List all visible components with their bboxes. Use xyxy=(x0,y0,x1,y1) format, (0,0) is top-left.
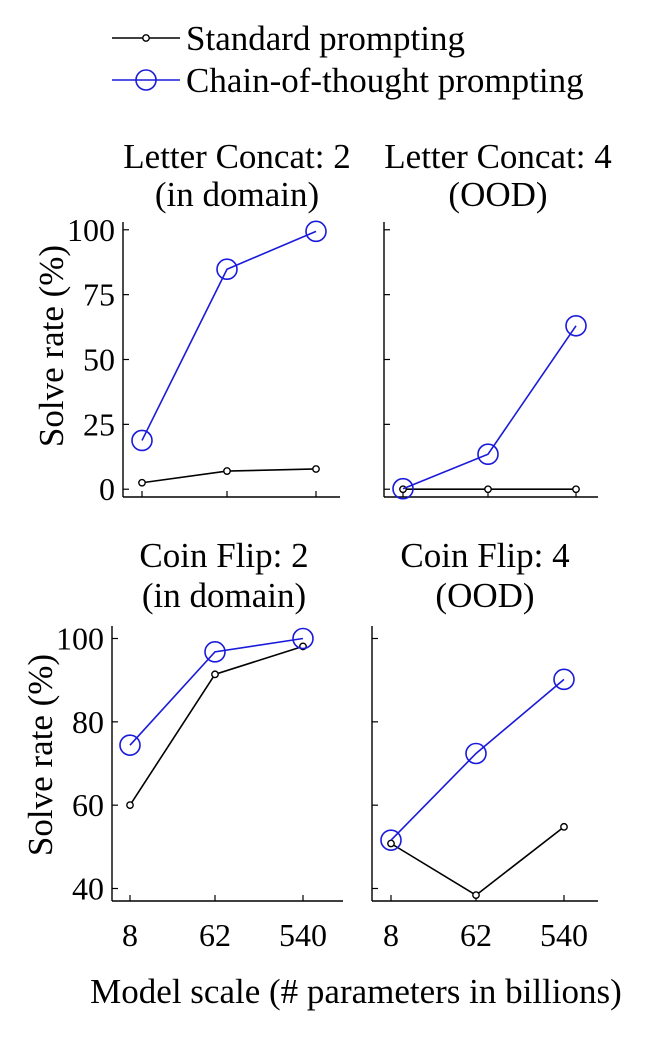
cot-data-point xyxy=(292,627,314,650)
x-axis-title: Model scale (# parameters in billions) xyxy=(90,972,622,1011)
standard-data-point xyxy=(312,465,320,473)
y-tick-label: 40 xyxy=(72,871,104,907)
standard-data-point xyxy=(223,467,231,475)
panel-title-line: (in domain) xyxy=(142,576,306,615)
cot-data-point xyxy=(392,477,414,500)
y-tick-label: 100 xyxy=(56,621,104,657)
panel-title-line: Coin Flip: 2 xyxy=(139,536,308,575)
y-axis-title-top: Solve rate (%) xyxy=(32,245,71,447)
panel-title-line: (OOD) xyxy=(435,576,534,615)
cot-data-point xyxy=(204,641,226,663)
legend-label-standard: Standard prompting xyxy=(186,19,465,58)
cot-series-line xyxy=(390,678,565,841)
standard-data-point xyxy=(138,478,146,487)
legend-entry-standard: Standard prompting xyxy=(112,19,465,58)
chart-panel-4: Coin Flip: 4(OOD) 8 62 540 xyxy=(371,536,598,953)
y-axis-title-bottom: Solve rate (%) xyxy=(21,654,60,856)
x-tick-label: 540 xyxy=(279,917,327,953)
cot-data-point xyxy=(477,443,499,465)
chart-panels: Letter Concat: 2(in domain)0255075100Let… xyxy=(56,137,612,953)
standard-series-line xyxy=(129,645,304,806)
standard-data-point xyxy=(560,822,568,831)
cot-data-point xyxy=(216,258,238,281)
cot-data-point xyxy=(119,734,141,756)
panel-title-line: Coin Flip: 4 xyxy=(400,536,569,575)
standard-data-point xyxy=(211,670,219,679)
y-tick-label: 50 xyxy=(83,342,115,378)
cot-series-line xyxy=(402,325,577,490)
legend-swatch-standard-marker xyxy=(142,34,150,42)
chart-panel-2: Letter Concat: 4(OOD) xyxy=(383,137,612,500)
legend-label-cot: Chain-of-thought prompting xyxy=(186,61,584,100)
y-tick-label: 75 xyxy=(83,277,115,313)
standard-data-point xyxy=(484,485,492,494)
cot-data-point xyxy=(553,668,575,691)
panel-title-line: (OOD) xyxy=(448,175,547,214)
panel-title-line: (in domain) xyxy=(155,175,319,214)
cot-data-point xyxy=(305,220,327,243)
cot-series-line xyxy=(141,230,317,441)
y-tick-label: 100 xyxy=(67,212,115,248)
legend: Standard prompting Chain-of-thought prom… xyxy=(112,19,584,100)
panel-title-line: Letter Concat: 2 xyxy=(123,137,350,176)
y-tick-label: 0 xyxy=(99,471,115,507)
cot-series-line xyxy=(129,637,304,746)
standard-data-point xyxy=(126,801,134,810)
x-tick-label: 540 xyxy=(540,917,588,953)
standard-data-point xyxy=(387,839,395,848)
x-tick-label: 62 xyxy=(460,917,492,953)
standard-data-point xyxy=(472,891,480,900)
cot-data-point xyxy=(465,742,487,765)
chart-panel-3: Coin Flip: 2(in domain) 40 60 80 100 8 62 540 xyxy=(56,536,343,953)
legend-entry-cot: Chain-of-thought prompting xyxy=(112,61,584,100)
legend-swatch-cot-marker xyxy=(135,69,157,91)
panel-title-line: Letter Concat: 4 xyxy=(384,137,611,176)
x-tick-label: 62 xyxy=(199,917,231,953)
chart-panel-1: Letter Concat: 2(in domain) 0 25 50 75 100 xyxy=(67,137,351,507)
y-tick-label: 80 xyxy=(72,704,104,740)
standard-data-point xyxy=(572,485,580,494)
cot-data-point xyxy=(380,829,402,851)
standard-series-line xyxy=(390,826,565,897)
cot-data-point xyxy=(565,314,587,337)
x-tick-label: 8 xyxy=(383,917,399,953)
y-tick-label: 25 xyxy=(83,406,115,442)
cot-data-point xyxy=(131,429,153,452)
x-tick-label: 8 xyxy=(122,917,138,953)
y-tick-label: 60 xyxy=(72,787,104,823)
